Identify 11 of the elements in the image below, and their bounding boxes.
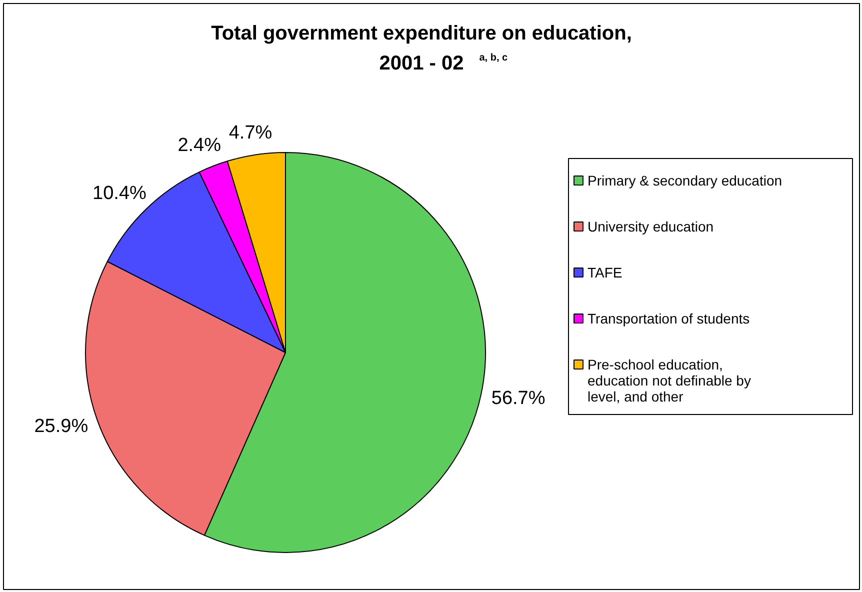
data-label: 25.9% [34,416,88,438]
data-label: 4.7% [228,122,272,144]
legend-label: TAFE [588,264,622,280]
data-label: 2.4% [178,135,222,156]
legend-label: University education [588,218,714,234]
data-label: 10.4% [92,182,147,204]
chart-title: Total government expenditure on education, 2001 - 02 a, b, c [211,22,632,74]
legend-label: Transportation of students [588,310,750,326]
legend-label: Primary & secondary education [588,172,782,188]
legend-label: Pre-school education, education not definable by level, and other [588,356,751,404]
data-label: 56.7% [491,388,546,409]
